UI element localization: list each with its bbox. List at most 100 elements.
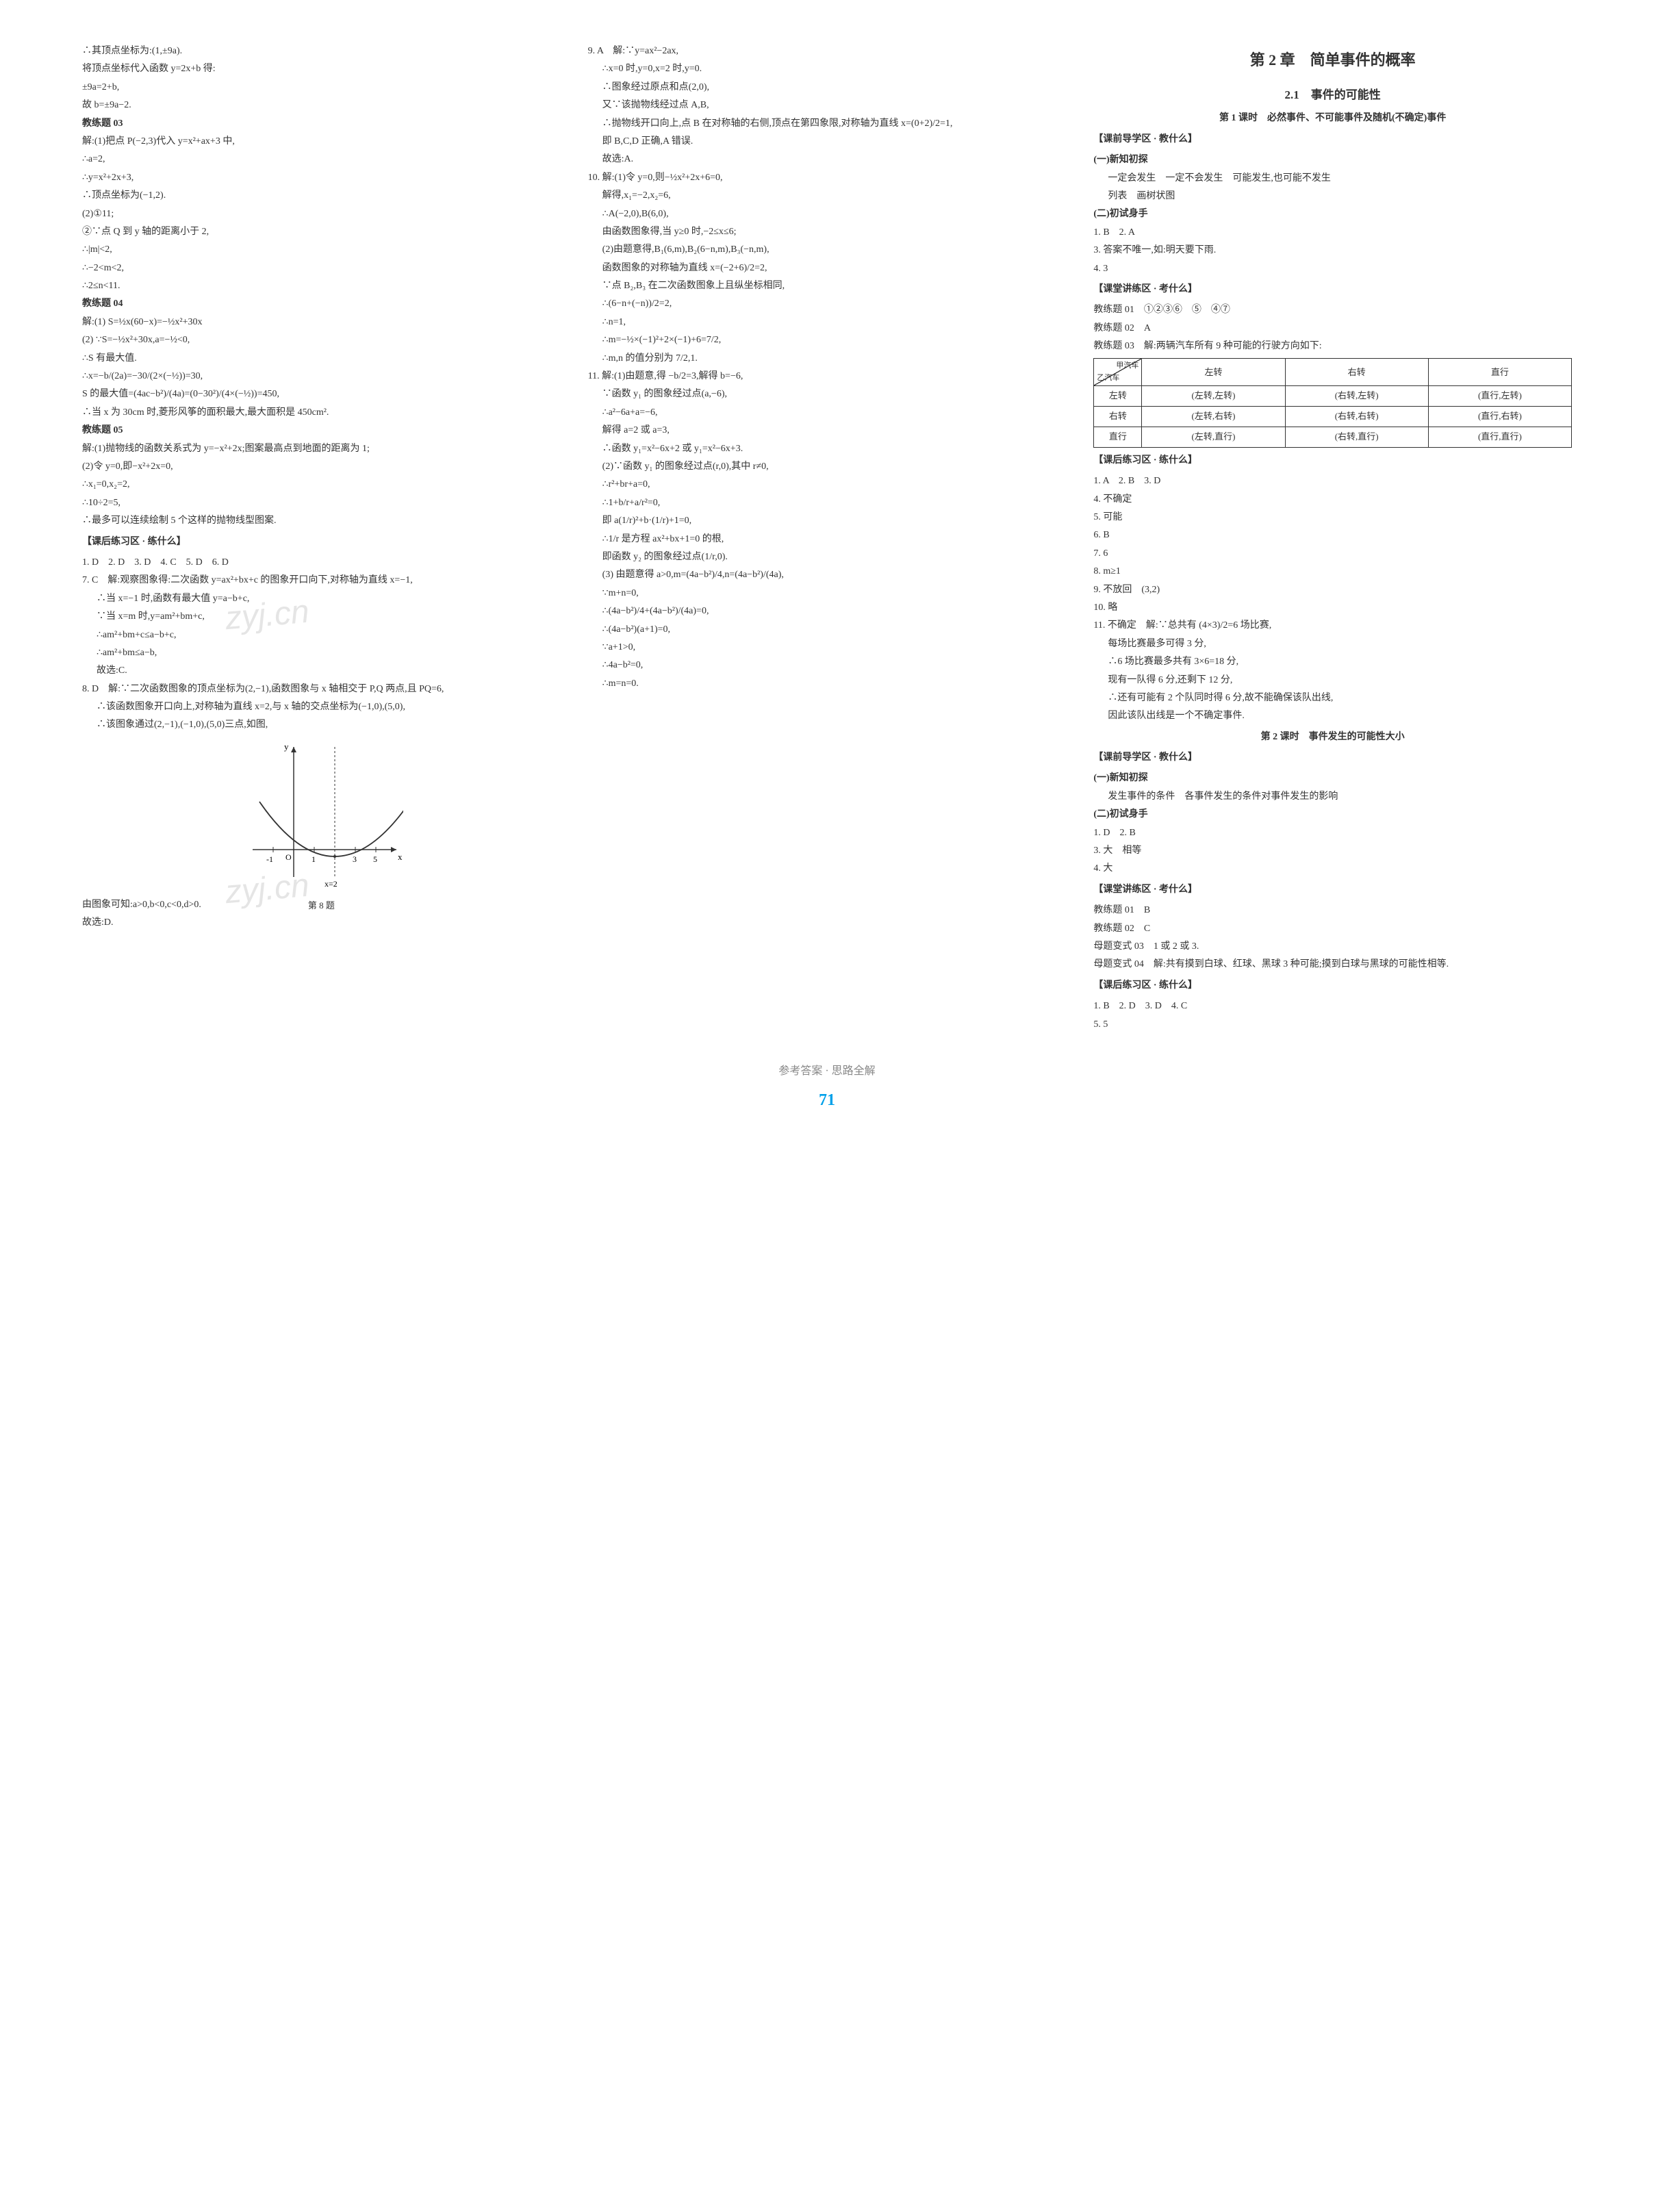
text-line: ∴当 x 为 30cm 时,菱形风筝的面积最大,最大面积是 450cm². xyxy=(82,405,561,420)
text-line: 1. A 2. B 3. D xyxy=(1093,474,1572,489)
lesson-title: 第 1 课时 必然事件、不可能事件及随机(不确定)事件 xyxy=(1093,111,1572,126)
pre-study-head: 【课前导学区 · 教什么】 xyxy=(1093,750,1572,765)
table-cell: (直行,直行) xyxy=(1428,427,1571,448)
svg-text:5: 5 xyxy=(373,854,377,864)
diag-top-label: 甲汽车 xyxy=(1116,360,1138,372)
text-line: 9. 不放回 (3,2) xyxy=(1093,583,1572,598)
after-practice-head: 【课后练习区 · 练什么】 xyxy=(1093,978,1572,993)
text-line: ∵m+n=0, xyxy=(588,586,1067,601)
question-head: 教练题 04 xyxy=(82,296,561,312)
question-head: 教练题 05 xyxy=(82,423,561,438)
text-line: 故选:A. xyxy=(588,152,1067,167)
text-line: 7. 6 xyxy=(1093,546,1572,561)
text-line: (2)令 y=0,即−x²+2x=0, xyxy=(82,459,561,474)
text-line: 4. 3 xyxy=(1093,262,1572,277)
table-col-header: 右转 xyxy=(1285,359,1428,386)
pre-study-head: 【课前导学区 · 教什么】 xyxy=(1093,132,1572,147)
text-line: ②∵点 Q 到 y 轴的距离小于 2, xyxy=(82,225,561,240)
table-cell: (左转,右转) xyxy=(1142,407,1285,427)
text-line: ∴x=0 时,y=0,x=2 时,y=0. xyxy=(588,62,1067,77)
text-line: 一定会发生 一定不会发生 可能发生,也可能不发生 xyxy=(1093,171,1572,186)
text-line: ∴r²+br+a=0, xyxy=(588,477,1067,492)
text-line: ∴该图象通过(2,−1),(−1,0),(5,0)三点,如图, xyxy=(82,717,561,733)
text-line: 10. 解:(1)令 y=0,则−½x²+2x+6=0, xyxy=(588,170,1067,186)
class-head: 【课堂讲练区 · 考什么】 xyxy=(1093,882,1572,898)
text-line: 函数图象的对称轴为直线 x=(−2+6)/2=2, xyxy=(588,261,1067,276)
text-line: 列表 画树状图 xyxy=(1093,189,1572,204)
table-cell: (右转,左转) xyxy=(1285,386,1428,407)
text-line: ∴m=n=0. xyxy=(588,676,1067,691)
text-line: ∴6 场比赛最多共有 3×6=18 分, xyxy=(1093,654,1572,670)
text-line: S 的最大值=(4ac−b²)/(4a)=(0−30²)/(4×(−½))=45… xyxy=(82,387,561,402)
text-line: 解:(1)抛物线的函数关系式为 y=−x²+2x;图案最高点到地面的距离为 1; xyxy=(82,442,561,457)
footer-left-text: 参考答案 · 思路全解 xyxy=(82,1063,1572,1080)
text-line: 4. 大 xyxy=(1093,861,1572,876)
text-line: ∴最多可以连续绘制 5 个这样的抛物线型图案. xyxy=(82,513,561,529)
text-line: ∴10÷2=5, xyxy=(82,496,561,511)
text-line: ∴图象经过原点和点(2,0), xyxy=(588,80,1067,95)
text-line: ∴2≤n<11. xyxy=(82,279,561,294)
text-line: ∴am²+bm≤a−b, xyxy=(82,646,561,661)
text-line: ∵点 B₂,B₃ 在二次函数图象上且纵坐标相同, xyxy=(588,279,1067,294)
table-cell: (直行,右转) xyxy=(1428,407,1571,427)
text-line: 即 B,C,D 正确,A 错误. xyxy=(588,134,1067,149)
svg-text:x=2: x=2 xyxy=(325,879,338,889)
text-line: ∴当 x=−1 时,函数有最大值 y=a−b+c, xyxy=(82,592,561,607)
column-2: 9. A 解:∵y=ax²−2ax, ∴x=0 时,y=0,x=2 时,y=0.… xyxy=(588,41,1067,1035)
text-line: ∴该函数图象开口向上,对称轴为直线 x=2,与 x 轴的交点坐标为(−1,0),… xyxy=(82,700,561,715)
text-line: ∵当 x=m 时,y=am²+bm+c, xyxy=(82,609,561,624)
text-line: 又∵该抛物线经过点 A,B, xyxy=(588,98,1067,113)
text-line: 即 a(1/r)²+b·(1/r)+1=0, xyxy=(588,513,1067,529)
table-cell: (直行,左转) xyxy=(1428,386,1571,407)
sub-head: (一)新知初探 xyxy=(1093,771,1572,786)
svg-text:-1: -1 xyxy=(266,854,273,864)
text-line: 将顶点坐标代入函数 y=2x+b 得: xyxy=(82,62,561,77)
direction-table: 甲汽车 乙汽车 左转 右转 直行 左转 (左转,左转) (右转,左转) (直行,… xyxy=(1093,358,1572,447)
graph-caption: 第 8 题 xyxy=(239,899,403,913)
text-line: 由函数图象得,当 y≥0 时,−2≤x≤6; xyxy=(588,225,1067,240)
text-line: ∴1/r 是方程 ax²+bx+1=0 的根, xyxy=(588,532,1067,547)
q05-label: 教练题 05 xyxy=(82,425,123,435)
page-footer: 参考答案 · 思路全解 71 xyxy=(82,1063,1572,1113)
text-line: 3. 答案不唯一,如:明天要下雨. xyxy=(1093,243,1572,258)
sub-head: (二)初试身手 xyxy=(1093,207,1572,222)
text-line: ∴1+b/r+a/r²=0, xyxy=(588,496,1067,511)
text-line: ∴m,n 的值分别为 7/2,1. xyxy=(588,351,1067,366)
text-line: (2)∵函数 y₁ 的图象经过点(r,0),其中 r≠0, xyxy=(588,459,1067,474)
text-line: 解:(1)把点 P(−2,3)代入 y=x²+ax+3 中, xyxy=(82,134,561,149)
text-line: ∴−2<m<2, xyxy=(82,261,561,276)
text-line: 3. 大 相等 xyxy=(1093,843,1572,859)
table-row-header: 右转 xyxy=(1094,407,1142,427)
graph-svg: x y O -1 1 3 5 x=2 xyxy=(239,740,403,891)
text-line: (2)由题意得,B₁(6,m),B₂(6−n,m),B₃(−n,m), xyxy=(588,242,1067,257)
sub-head: (二)初试身手 xyxy=(1093,807,1572,822)
table-row-header: 直行 xyxy=(1094,427,1142,448)
table-cell: (左转,左转) xyxy=(1142,386,1285,407)
text-line: 每场比赛最多可得 3 分, xyxy=(1093,637,1572,652)
text-line: 即函数 y₂ 的图象经过点(1/r,0). xyxy=(588,550,1067,565)
column-3: 第 2 章 简单事件的概率 2.1 事件的可能性 第 1 课时 必然事件、不可能… xyxy=(1093,41,1572,1035)
page-columns: ∴其顶点坐标为:(1,±9a). 将顶点坐标代入函数 y=2x+b 得: ±9a… xyxy=(82,41,1572,1035)
text-line: (2) ∵S=−½x²+30x,a=−½<0, xyxy=(82,333,561,348)
chapter-title: 第 2 章 简单事件的概率 xyxy=(1093,48,1572,72)
text-line: 教练题 03 解:两辆汽车所有 9 种可能的行驶方向如下: xyxy=(1093,339,1572,354)
text-line: 故选:D. xyxy=(82,915,561,930)
text-line: 7. C 解:观察图象得:二次函数 y=ax²+bx+c 的图象开口向下,对称轴… xyxy=(82,573,561,588)
text-line: ∴x₁=0,x₂=2, xyxy=(82,477,561,492)
text-line: 10. 略 xyxy=(1093,600,1572,615)
text-line: 母题变式 03 1 或 2 或 3. xyxy=(1093,939,1572,954)
text-line: ∴x=−b/(2a)=−30/(2×(−½))=30, xyxy=(82,369,561,384)
text-line: 1. B 2. D 3. D 4. C xyxy=(1093,999,1572,1014)
text-line: 1. D 2. B xyxy=(1093,826,1572,841)
text-line: ∴4a−b²=0, xyxy=(588,658,1067,673)
text-line: ∴(4a−b²)(a+1)=0, xyxy=(588,622,1067,637)
text-line: ∴|m|<2, xyxy=(82,242,561,257)
text-line: (2)①11; xyxy=(82,207,561,222)
parabola-graph: zyj.cn x y O -1 1 3 5 x=2 xyxy=(239,740,403,891)
text-line: 6. B xyxy=(1093,528,1572,543)
text-line: 教练题 01 ①②③⑥ ⑤ ④⑦ xyxy=(1093,303,1572,318)
svg-text:1: 1 xyxy=(311,854,316,864)
text-line: (3) 由题意得 a>0,m=(4a−b²)/4,n=(4a−b²)/(4a), xyxy=(588,568,1067,583)
text-line: 9. A 解:∵y=ax²−2ax, xyxy=(588,44,1067,59)
text-line: 因此该队出线是一个不确定事件. xyxy=(1093,709,1572,724)
